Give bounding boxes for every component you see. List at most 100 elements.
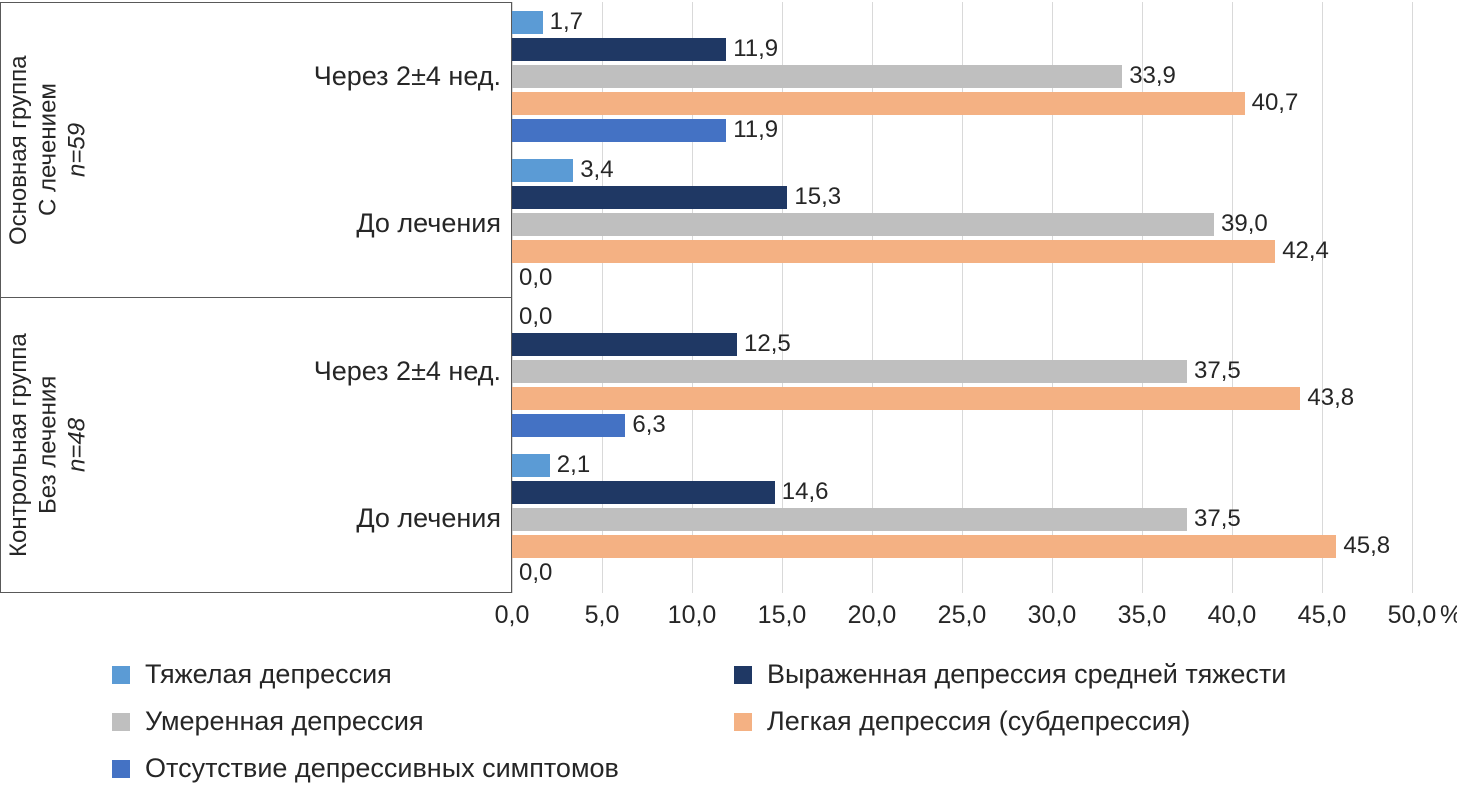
bar-series-1 — [512, 37, 727, 61]
bar-value-label: 43,8 — [1307, 384, 1355, 411]
group-label: Контрольная группа Без лечения n=48 — [1, 298, 95, 592]
bar-value-label: 11,9 — [733, 116, 779, 143]
legend-swatch-icon — [734, 665, 752, 684]
bar-cluster: 0,0 12,5 37,5 43,8 6,3 — [512, 297, 1412, 445]
bar-series-2 — [512, 64, 1123, 88]
legend-label: Отсутствие депрессивных симптомов — [145, 753, 619, 783]
bar-row: 0,0 — [512, 303, 1412, 330]
bar-series-3 — [512, 534, 1337, 558]
group-label: Основная группа С лечением n=59 — [1, 3, 95, 297]
legend-item-1: Выраженная депрессия средней тяжести — [734, 651, 1457, 698]
bar-value-label: 45,8 — [1343, 532, 1391, 559]
x-tick-label: 45,0 — [1297, 601, 1347, 629]
bar-row: 37,5 — [512, 505, 1412, 532]
x-tick-label: 10,0 — [667, 601, 717, 629]
bar-series-2 — [512, 359, 1187, 383]
bar-series-2 — [512, 212, 1214, 236]
bar-row: 11,9 — [512, 116, 1412, 143]
bar-row: 0,0 — [512, 264, 1412, 291]
x-tick-label: 30,0 — [1027, 601, 1077, 629]
bar-value-label: 11,9 — [733, 35, 779, 62]
bar-value-label: 0,0 — [519, 264, 553, 291]
bar-value-label: 42,4 — [1282, 237, 1329, 264]
bar-row: 11,9 — [512, 35, 1412, 62]
x-axis: 0,0 5,0 10,0 15,0 20,0 25,0 30,0 35,0 40,0 45,0 50… — [495, 593, 1457, 639]
bar-series-0 — [512, 453, 550, 477]
group-label-box-1: Контрольная группа Без лечения n=48 Через 2… — [0, 297, 512, 593]
x-tick-label: 40,0 — [1207, 601, 1257, 629]
x-tick-label: 35,0 — [1117, 601, 1167, 629]
category-label: До лечения — [356, 503, 501, 533]
bar-row: 39,0 — [512, 210, 1412, 237]
bar-cluster: 3,4 15,3 39,0 42,4 0,0 — [512, 150, 1412, 298]
bar-row: 3,4 — [512, 156, 1412, 183]
bar-value-label: 37,5 — [1194, 505, 1241, 532]
legend: Тяжелая депрессия Выраженная депрессия ср… — [112, 651, 1457, 792]
category-label: До лечения — [356, 208, 501, 238]
bar-row: 40,7 — [512, 89, 1412, 116]
plot-section-0: 1,7 11,9 33,9 40,7 11,9 3,4 15,3 39,0 42,4 0,0 — [512, 2, 1413, 298]
category-label: Через 2±4 нед. — [313, 61, 501, 91]
bar-row: 45,8 — [512, 532, 1412, 559]
plot-section-1: 0,0 12,5 37,5 43,8 6,3 2,1 14,6 37,5 45,8 0,0 — [512, 297, 1413, 593]
bar-row: 6,3 — [512, 411, 1412, 438]
bar-row: 12,5 — [512, 330, 1412, 357]
bar-value-label: 1,7 — [549, 8, 583, 35]
legend-swatch-icon — [112, 712, 130, 731]
x-tick-label: 0,0 — [494, 601, 530, 629]
legend-swatch-icon — [112, 665, 130, 684]
bar-series-1 — [512, 332, 737, 356]
legend-label: Выраженная депрессия средней тяжести — [767, 659, 1287, 689]
legend-label: Умеренная депрессия — [145, 706, 424, 736]
chart-groups: Основная группа С лечением n=59 Через 2±4 н… — [0, 2, 1457, 593]
x-tick-label: 25,0 — [937, 601, 987, 629]
bar-series-2 — [512, 507, 1187, 531]
bar-value-label: 2,1 — [556, 451, 591, 478]
bar-row: 33,9 — [512, 62, 1412, 89]
bar-row: 43,8 — [512, 384, 1412, 411]
legend-item-4: Отсутствие депрессивных симптомов — [112, 745, 734, 792]
bar-value-label: 15,3 — [794, 183, 842, 210]
category-labels: Через 2±4 нед. До лечения — [95, 298, 511, 592]
bar-series-1 — [512, 480, 775, 504]
group-label-line: С лечением — [34, 83, 62, 217]
bar-series-4 — [512, 118, 727, 142]
bar-value-label: 6,3 — [632, 411, 666, 438]
group-label-line: Основная группа — [5, 55, 32, 245]
bar-value-label: 39,0 — [1221, 210, 1268, 237]
bar-value-label: 12,5 — [744, 330, 791, 357]
bar-series-4 — [512, 413, 626, 437]
x-axis-unit: % — [1440, 601, 1457, 630]
bar-series-0 — [512, 10, 543, 34]
bar-value-label: 37,5 — [1194, 357, 1241, 384]
group-label-line: Без лечения — [34, 375, 62, 515]
bar-value-label: 33,9 — [1129, 62, 1176, 89]
bar-row: 0,0 — [512, 559, 1412, 586]
bar-series-3 — [512, 386, 1301, 410]
bar-row: 2,1 — [512, 451, 1412, 478]
group-label-line: n=48 — [63, 417, 91, 473]
bar-row: 37,5 — [512, 357, 1412, 384]
group-label-line: Контрольная группа — [5, 333, 32, 557]
x-tick-label: 50,0 — [1387, 601, 1437, 629]
bar-value-label: 40,7 — [1251, 89, 1299, 116]
legend-item-2: Умеренная депрессия — [112, 698, 734, 745]
bar-series-1 — [512, 185, 788, 209]
bar-row: 14,6 — [512, 478, 1412, 505]
bar-row: 42,4 — [512, 237, 1412, 264]
bar-value-label: 3,4 — [580, 156, 614, 183]
bar-cluster: 1,7 11,9 33,9 40,7 11,9 — [512, 2, 1412, 150]
bar-cluster: 2,1 14,6 37,5 45,8 0,0 — [512, 445, 1412, 593]
x-tick-label: 20,0 — [847, 601, 897, 629]
legend-label: Легкая депрессия (субдепрессия) — [767, 706, 1191, 736]
bar-value-label: 0,0 — [519, 303, 553, 330]
category-label: Через 2±4 нед. — [313, 356, 501, 386]
group-row-1: Контрольная группа Без лечения n=48 Через 2… — [0, 297, 1457, 593]
group-label-box-0: Основная группа С лечением n=59 Через 2±4 н… — [0, 2, 512, 298]
x-tick-label: 15,0 — [757, 601, 807, 629]
legend-item-0: Тяжелая депрессия — [112, 651, 734, 698]
bar-row: 1,7 — [512, 8, 1412, 35]
legend-item-3: Легкая депрессия (субдепрессия) — [734, 698, 1457, 745]
bar-series-0 — [512, 158, 574, 182]
